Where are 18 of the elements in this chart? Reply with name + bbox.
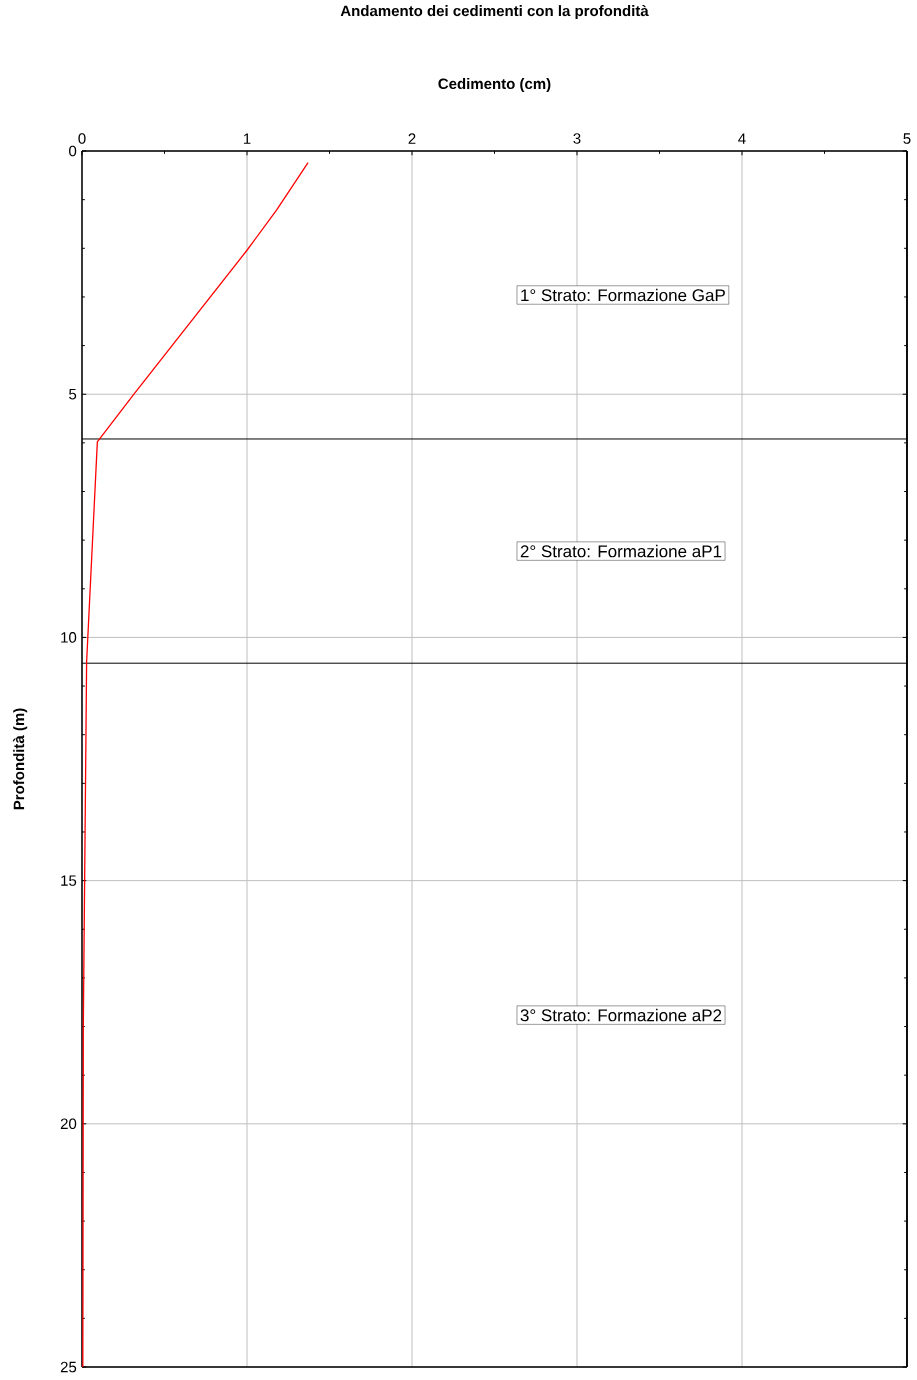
chart-title: Andamento dei cedimenti con la profondità: [340, 5, 649, 20]
x-tick-label: 4: [738, 133, 746, 144]
x-tick-label: 0: [78, 133, 86, 144]
x-tick-label: 1: [243, 133, 251, 144]
y-axis-title: Profondità (m): [13, 708, 28, 810]
annotation: 2° Strato: Formazione aP1: [520, 544, 722, 558]
x-tick-label: 5: [903, 133, 911, 144]
x-tick-label: 2: [408, 133, 416, 144]
annotation: 1° Strato: Formazione GaP: [521, 288, 725, 302]
y-tick-label: 5: [69, 389, 77, 400]
y-tick-label: 10: [61, 632, 77, 643]
y-tick-label: 20: [60, 1118, 77, 1130]
y-tick-label: 25: [60, 1361, 77, 1373]
x-axis-title: Cedimento (cm): [438, 78, 551, 93]
y-tick-label: 15: [61, 875, 77, 886]
annotation: 3° Strato: Formazione aP2: [520, 1008, 722, 1022]
y-tick-label: 0: [69, 145, 77, 157]
x-tick-label: 3: [573, 133, 581, 144]
